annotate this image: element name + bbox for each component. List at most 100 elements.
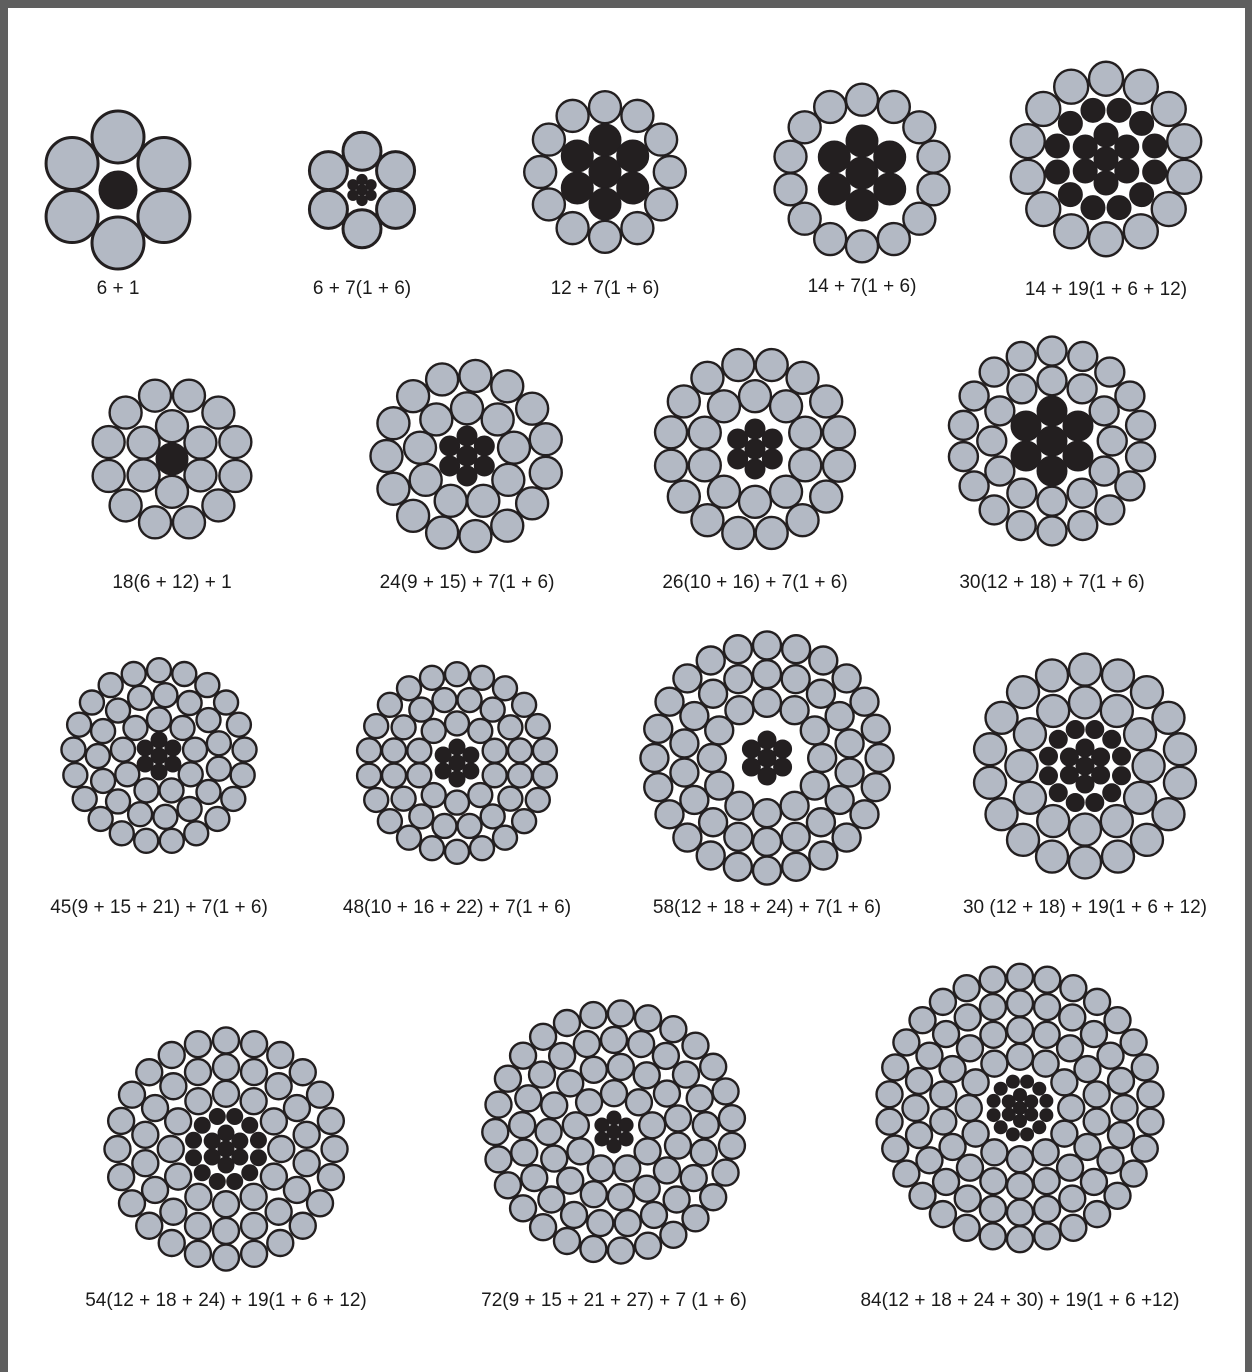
- aluminum-wire: [1067, 845, 1103, 880]
- aluminum-wire: [491, 824, 519, 851]
- aluminum-wire: [1067, 812, 1103, 847]
- steel-wire: [185, 1131, 203, 1149]
- aluminum-wire: [711, 1077, 740, 1106]
- aluminum-wire: [239, 1057, 269, 1087]
- aluminum-wire: [915, 1146, 944, 1175]
- steel-wire: [1044, 133, 1070, 159]
- aluminum-wire: [704, 770, 735, 801]
- aluminum-wire: [555, 98, 590, 134]
- steel-wire: [150, 747, 168, 765]
- aluminum-wire: [288, 1058, 317, 1087]
- aluminum-wire: [376, 807, 404, 835]
- aluminum-wire: [120, 660, 147, 688]
- aluminum-wire: [696, 742, 728, 774]
- steel-wire: [231, 1148, 249, 1166]
- aluminum-wire: [787, 201, 822, 236]
- aluminum-wire: [1006, 477, 1038, 509]
- steel-wire: [456, 445, 478, 467]
- steel-wire: [365, 189, 377, 201]
- steel-wire: [1010, 440, 1042, 472]
- aluminum-wire: [62, 761, 89, 789]
- steel-wire: [203, 1148, 221, 1166]
- conductor-13: [972, 652, 1198, 880]
- aluminum-wire: [184, 1182, 213, 1212]
- aluminum-wire: [531, 762, 559, 789]
- steel-wire: [473, 435, 495, 457]
- aluminum-wire: [1096, 1146, 1125, 1175]
- aluminum-wire: [154, 474, 190, 509]
- aluminum-wire: [579, 1000, 608, 1030]
- aluminum-wire: [1032, 992, 1062, 1022]
- aluminum-wire: [579, 1234, 608, 1264]
- aluminum-wire: [239, 1086, 268, 1116]
- steel-wire: [757, 730, 777, 750]
- conductor-1: [44, 109, 192, 271]
- aluminum-wire: [431, 812, 458, 840]
- aluminum-wire: [1036, 485, 1068, 517]
- aluminum-wire: [672, 822, 703, 853]
- aluminum-wire: [1096, 425, 1128, 457]
- conductor-10: [60, 657, 258, 855]
- aluminum-wire: [613, 1154, 642, 1183]
- aluminum-wire: [1005, 1171, 1035, 1201]
- aluminum-wire: [722, 851, 754, 882]
- aluminum-wire: [481, 762, 508, 789]
- aluminum-wire: [458, 518, 493, 554]
- aluminum-wire: [205, 755, 233, 782]
- aluminum-wire: [109, 736, 137, 763]
- steel-wire: [1039, 1093, 1054, 1108]
- aluminum-wire: [864, 742, 895, 774]
- steel-wire: [136, 755, 154, 773]
- aluminum-wire: [928, 987, 958, 1017]
- aluminum-wire: [844, 82, 880, 117]
- aluminum-wire: [892, 1028, 921, 1057]
- aluminum-wire: [586, 1208, 615, 1238]
- aluminum-wire: [1094, 356, 1126, 388]
- steel-wire: [1085, 793, 1105, 813]
- aluminum-wire: [706, 389, 742, 424]
- aluminum-wire: [433, 483, 468, 519]
- aluminum-wire: [679, 700, 710, 732]
- steel-wire: [560, 171, 594, 205]
- steel-wire: [744, 438, 766, 460]
- steel-wire: [164, 739, 182, 757]
- aluminum-wire: [559, 1200, 589, 1230]
- aluminum-wire: [523, 154, 558, 190]
- aluminum-wire: [480, 402, 515, 437]
- aluminum-wire: [341, 208, 383, 250]
- aluminum-wire: [135, 1211, 164, 1240]
- steel-wire: [741, 739, 761, 759]
- aluminum-wire: [1082, 1080, 1111, 1109]
- aluminum-wire: [737, 378, 773, 414]
- steel-wire: [873, 172, 907, 206]
- aluminum-wire: [528, 422, 563, 457]
- aluminum-wire: [780, 663, 811, 695]
- aluminum-wire: [266, 1228, 295, 1258]
- aluminum-wire: [195, 706, 222, 734]
- aluminum-wire: [1106, 1066, 1136, 1096]
- aluminum-wire: [524, 786, 551, 814]
- aluminum-wire: [556, 1069, 585, 1098]
- steel-wire: [845, 188, 879, 222]
- aluminum-wire: [1073, 1132, 1102, 1162]
- aluminum-wire: [524, 712, 551, 740]
- steel-wire: [439, 455, 461, 477]
- aluminum-wire: [140, 1093, 170, 1123]
- aluminum-wire: [1035, 803, 1071, 839]
- steel-wire: [231, 1132, 249, 1150]
- steel-wire: [1062, 440, 1094, 472]
- aluminum-wire: [1066, 477, 1098, 509]
- aluminum-wire: [395, 498, 431, 534]
- conductor-label: 12 + 7(1 + 6): [550, 278, 660, 299]
- steel-wire: [1048, 783, 1068, 803]
- aluminum-wire: [420, 781, 447, 809]
- aluminum-wire: [980, 1138, 1009, 1167]
- aluminum-wire: [613, 1208, 642, 1238]
- aluminum-wire: [860, 713, 891, 745]
- aluminum-wire: [1036, 515, 1068, 547]
- aluminum-wire: [171, 505, 207, 540]
- aluminum-wire: [751, 658, 783, 690]
- aluminum-wire: [390, 714, 417, 741]
- aluminum-wire: [163, 1107, 193, 1136]
- aluminum-wire: [952, 1213, 981, 1243]
